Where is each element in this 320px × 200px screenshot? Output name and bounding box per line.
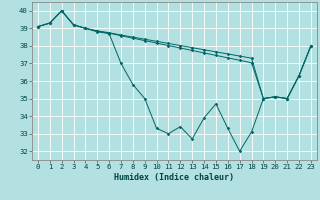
X-axis label: Humidex (Indice chaleur): Humidex (Indice chaleur) [115, 173, 234, 182]
